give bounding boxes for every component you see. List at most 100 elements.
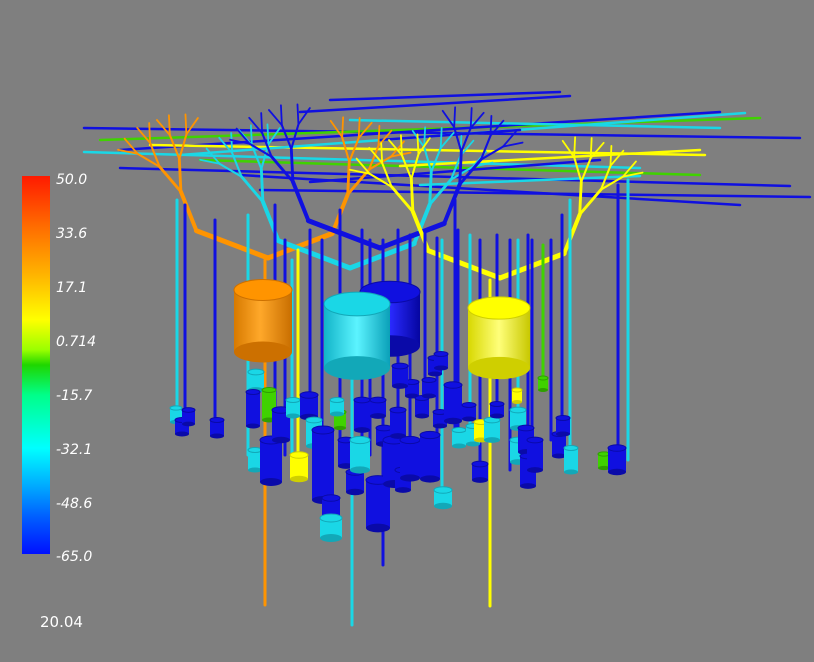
axon-line (118, 110, 722, 152)
dendrite-branch (357, 121, 373, 139)
dendrite-branch (268, 109, 283, 127)
dendrite-branch (346, 160, 351, 196)
segment-cylinder (285, 396, 301, 419)
axon-line (98, 116, 762, 142)
dendrite-branch (117, 148, 139, 155)
dendrite-branch (589, 137, 593, 159)
dendrite-branch (199, 158, 221, 165)
segment-cylinder (471, 460, 489, 483)
dendrite-branch (479, 134, 492, 161)
small-cylinders (169, 350, 627, 542)
dendrite-branch (280, 104, 283, 127)
dendrite-branch (400, 154, 413, 180)
dendrite-branch (178, 133, 188, 160)
segment-cylinder (247, 368, 265, 393)
dendrite-branch (248, 142, 273, 158)
time-label: 20.04 (40, 613, 83, 631)
dendrite-branch (430, 146, 442, 173)
dendrite-branch (502, 130, 517, 148)
segment-cylinder (511, 387, 523, 404)
dendrite-branch (599, 175, 625, 191)
dendrite-branch (250, 144, 263, 170)
dendrite-branch (589, 141, 605, 159)
segment-cylinder (209, 416, 225, 439)
dendrite-branch (578, 188, 603, 216)
dendrite-branch (381, 161, 393, 188)
dendrite-branch (357, 117, 361, 139)
segment-cylinder (483, 416, 501, 443)
dendrite-branch (156, 119, 171, 137)
dendrite-branch (460, 126, 472, 153)
colorbar-gradient (22, 176, 50, 554)
dendrite-branch (578, 180, 583, 216)
segment-cylinder (299, 391, 319, 421)
segment-cylinder (181, 407, 196, 427)
colorbar-tick-label: 50.0 (56, 172, 88, 188)
segment-cylinder (432, 408, 448, 429)
dendrite-branch (573, 156, 583, 183)
segment-cylinder (259, 435, 283, 486)
dendrite-branch (267, 127, 281, 146)
segment-cylinder (289, 451, 309, 483)
dendrite-branch (185, 117, 199, 136)
segment-cylinder (349, 435, 371, 474)
segment-cylinder (311, 425, 335, 504)
dendrite-trunk (265, 230, 335, 261)
dendrite-branch (168, 134, 181, 160)
dendrite-trunk (425, 248, 503, 281)
dendrite-branch (341, 136, 351, 163)
dendrite-branch (428, 170, 433, 206)
dendrite-trunk (305, 218, 383, 251)
axon-line (298, 94, 572, 114)
dendrite-branch (178, 189, 199, 233)
dendrite-branch (622, 171, 644, 178)
axon-line (148, 143, 707, 157)
dendrite-trunk (377, 220, 447, 251)
dendrite-branch (168, 114, 171, 137)
segment-cylinder (451, 426, 467, 449)
axon-line (328, 90, 562, 102)
dendrite-branch (123, 137, 139, 155)
segment-cylinder (597, 451, 611, 471)
dendrite-branch (355, 157, 371, 175)
segment-cylinder (329, 396, 345, 417)
dendrite-branch (367, 144, 380, 171)
axon-line (348, 118, 722, 130)
dendrite-branch (609, 145, 613, 167)
dendrite-branch (410, 153, 420, 180)
colorbar-tick-label: -15.7 (56, 388, 93, 404)
dendrite-branch (400, 134, 403, 157)
dendrite-branch (502, 141, 524, 148)
dendrite-branch (388, 139, 403, 157)
dendrite-branch (416, 133, 420, 156)
segment-cylinder (353, 396, 371, 433)
segment-cylinder (414, 394, 430, 419)
colorbar-tick-label: 17.1 (56, 280, 88, 296)
dendrite-branch (296, 103, 300, 126)
segment-cylinder (319, 513, 343, 542)
dendrite-branch (489, 119, 505, 137)
dendrite-branch (442, 182, 462, 226)
dendrite-branch (609, 149, 625, 167)
segment-cylinder (433, 350, 449, 371)
segment-cylinder (555, 414, 571, 437)
segment-cylinder (391, 362, 409, 389)
segment-cylinder (399, 435, 421, 482)
axon-line (378, 128, 522, 142)
dendrite-branch (449, 154, 462, 181)
soma-yellow (467, 296, 531, 380)
dendrite-branch (229, 138, 251, 145)
dendrite-branch (250, 124, 253, 147)
segment-cylinder (245, 388, 261, 429)
dendrite-branch (489, 115, 493, 137)
axon-line (418, 174, 642, 187)
segment-cylinder (433, 486, 453, 510)
dendrite-branch (136, 126, 152, 144)
soma-cyan (323, 291, 391, 380)
dendrite-branch (290, 123, 300, 150)
dendrite-branch (329, 119, 344, 139)
dendrite-branch (441, 109, 456, 129)
colorbar-tick-label: 0.714 (56, 334, 97, 350)
dendrite-branch (439, 127, 443, 149)
